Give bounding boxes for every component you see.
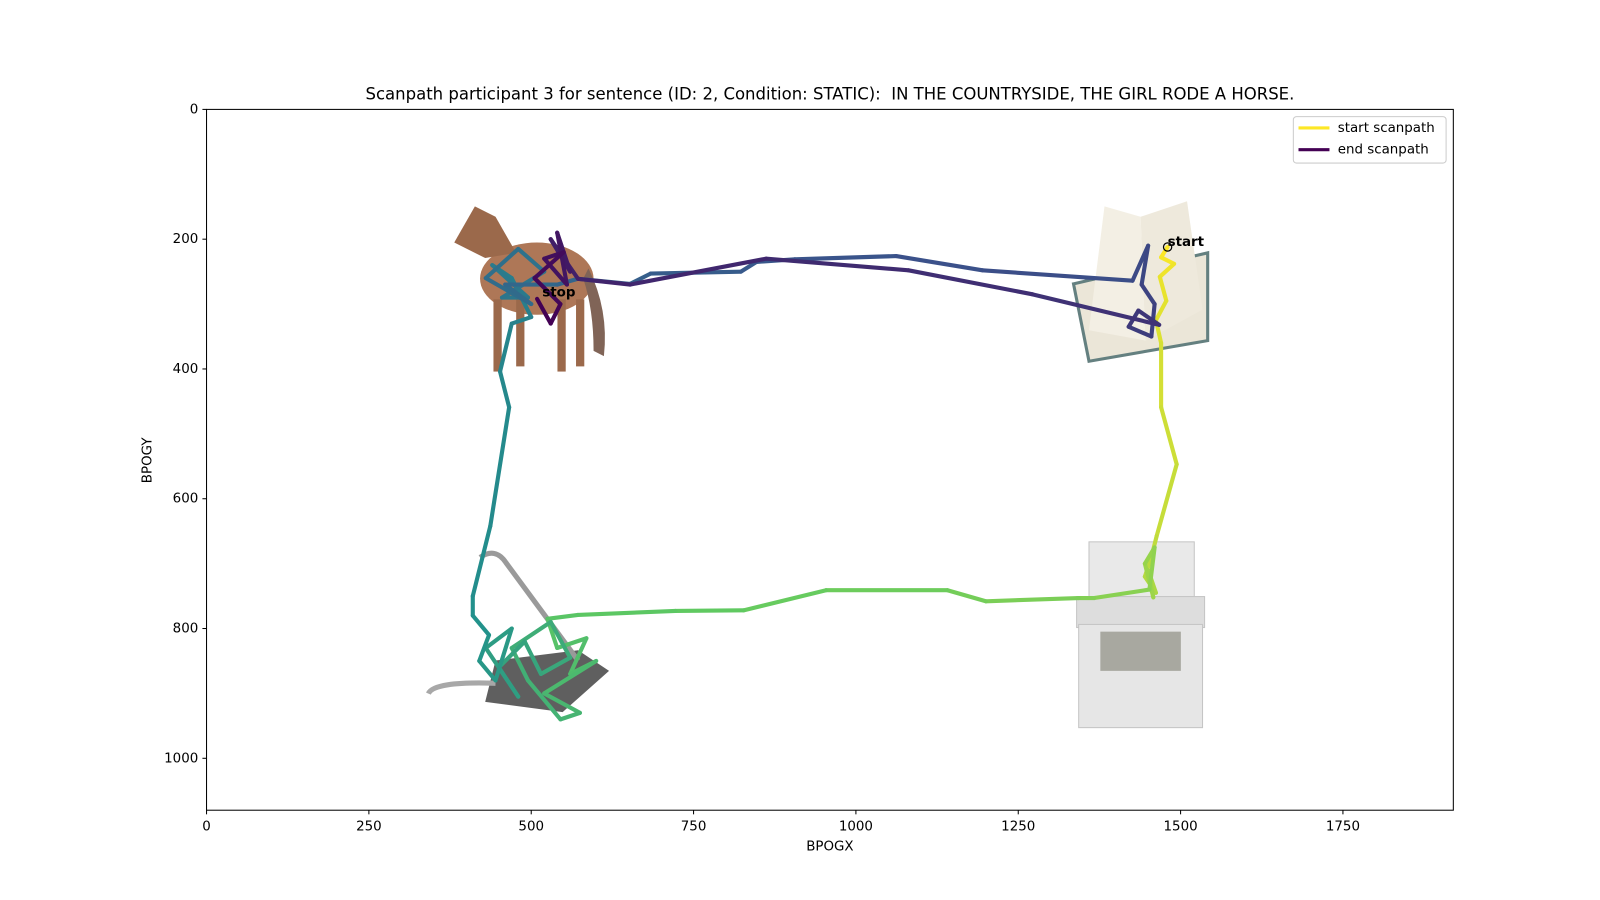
stimulus-images	[426, 201, 1210, 729]
plot-frame	[206, 108, 1454, 811]
scanpath-segment	[894, 253, 985, 273]
scanpath-segment	[497, 321, 514, 374]
scanpath-segment	[496, 639, 527, 670]
y-tick-label: 200	[173, 232, 199, 247]
scanpath-segment	[497, 369, 512, 410]
legend-label: start scanpath	[1338, 121, 1435, 136]
scanpath-segment	[1157, 261, 1177, 279]
start-annotation: start	[1168, 235, 1205, 250]
scanpath-segment	[1092, 587, 1152, 601]
y-tick-label: 400	[173, 362, 199, 377]
scanpath-segment	[575, 608, 678, 617]
scanpath-segment	[542, 691, 582, 715]
scanpath-segment	[545, 612, 581, 621]
stop-annotation: stop	[542, 286, 575, 301]
scanpath-segment	[538, 655, 573, 677]
scanpath-segment	[522, 639, 544, 677]
chart-title: Scanpath participant 3 for sentence (ID:…	[366, 84, 1295, 103]
scanpath-segment	[568, 636, 589, 677]
x-tick-label: 750	[681, 820, 707, 835]
y-tick-label: 1000	[164, 751, 198, 766]
x-tick-label: 0	[202, 820, 211, 835]
scanpath-segment	[532, 250, 566, 281]
scanpath-segment	[525, 678, 563, 722]
scanpath-segment	[1153, 298, 1169, 323]
x-tick-label: 1500	[1164, 820, 1198, 835]
legend: start scanpath end scanpath	[1292, 116, 1447, 164]
horse-image	[454, 206, 605, 372]
scanpath-segment	[558, 710, 582, 722]
scanpath-segment	[1147, 545, 1157, 592]
x-axis-label: BPOGX	[806, 839, 853, 854]
scanpath-segment	[532, 276, 563, 307]
scanpath-segment	[509, 314, 534, 326]
scanpath-segment	[509, 619, 553, 651]
scanpath-segment	[1139, 282, 1157, 307]
scanpath-segment	[470, 523, 493, 599]
start-marker	[1162, 242, 1173, 252]
y-tick-label: 600	[173, 492, 199, 507]
scanpath-segment	[1126, 324, 1154, 339]
scanpath-segment	[493, 626, 514, 683]
scanpath-segment	[673, 608, 746, 614]
scanpath-segment	[1159, 255, 1177, 266]
scanpath-segment	[792, 253, 899, 262]
x-tick-label: 1000	[839, 820, 873, 835]
scanpath-segment	[1157, 274, 1169, 303]
scanpath-segment	[483, 626, 514, 651]
stove-image	[1076, 541, 1206, 729]
scanpath-segment	[548, 302, 563, 326]
y-tick-label: 800	[173, 622, 199, 637]
scanpath-segment	[477, 632, 492, 664]
scanpath-segment	[764, 256, 911, 273]
x-tick-label: 250	[356, 820, 382, 835]
scanpath-segment	[516, 246, 547, 274]
scanpath-segment	[542, 658, 599, 696]
scanpath-segment	[575, 276, 632, 287]
x-tick-label: 500	[518, 820, 544, 835]
scanpath-segment	[483, 246, 521, 281]
scanpath-segment	[741, 588, 829, 613]
scanpath-segment	[535, 296, 553, 326]
scanpath-segment	[983, 595, 1081, 604]
scanpath-segment	[490, 263, 531, 300]
scanpath-segment	[470, 613, 492, 638]
scanpath-segment	[738, 259, 759, 274]
y-tick-label: 0	[190, 102, 199, 117]
scanpath-segment	[555, 230, 570, 287]
scanpath-segment	[477, 658, 498, 683]
scanpath-segment	[1159, 405, 1179, 467]
y-axis-label: BPOGY	[141, 437, 156, 484]
scanpath-segment	[945, 588, 988, 604]
legend-label: end scanpath	[1338, 143, 1429, 158]
scanpath-segment	[906, 268, 1035, 297]
scanpath-segment	[542, 256, 570, 287]
scanpath-segment	[548, 619, 573, 660]
x-tick-label: 1750	[1326, 820, 1360, 835]
scanpath-segment	[1139, 243, 1151, 287]
binder-clip-image	[426, 550, 610, 713]
x-tick-label: 1250	[1001, 820, 1035, 835]
scanpath-segment	[488, 405, 512, 529]
scanpath-segment	[1030, 292, 1162, 327]
scanpath-segment	[483, 645, 521, 699]
scanpath-segment	[503, 282, 534, 307]
scanpath-segment	[1154, 462, 1179, 539]
scanpath-segment	[980, 268, 1135, 283]
scanpath-segment	[627, 256, 769, 287]
